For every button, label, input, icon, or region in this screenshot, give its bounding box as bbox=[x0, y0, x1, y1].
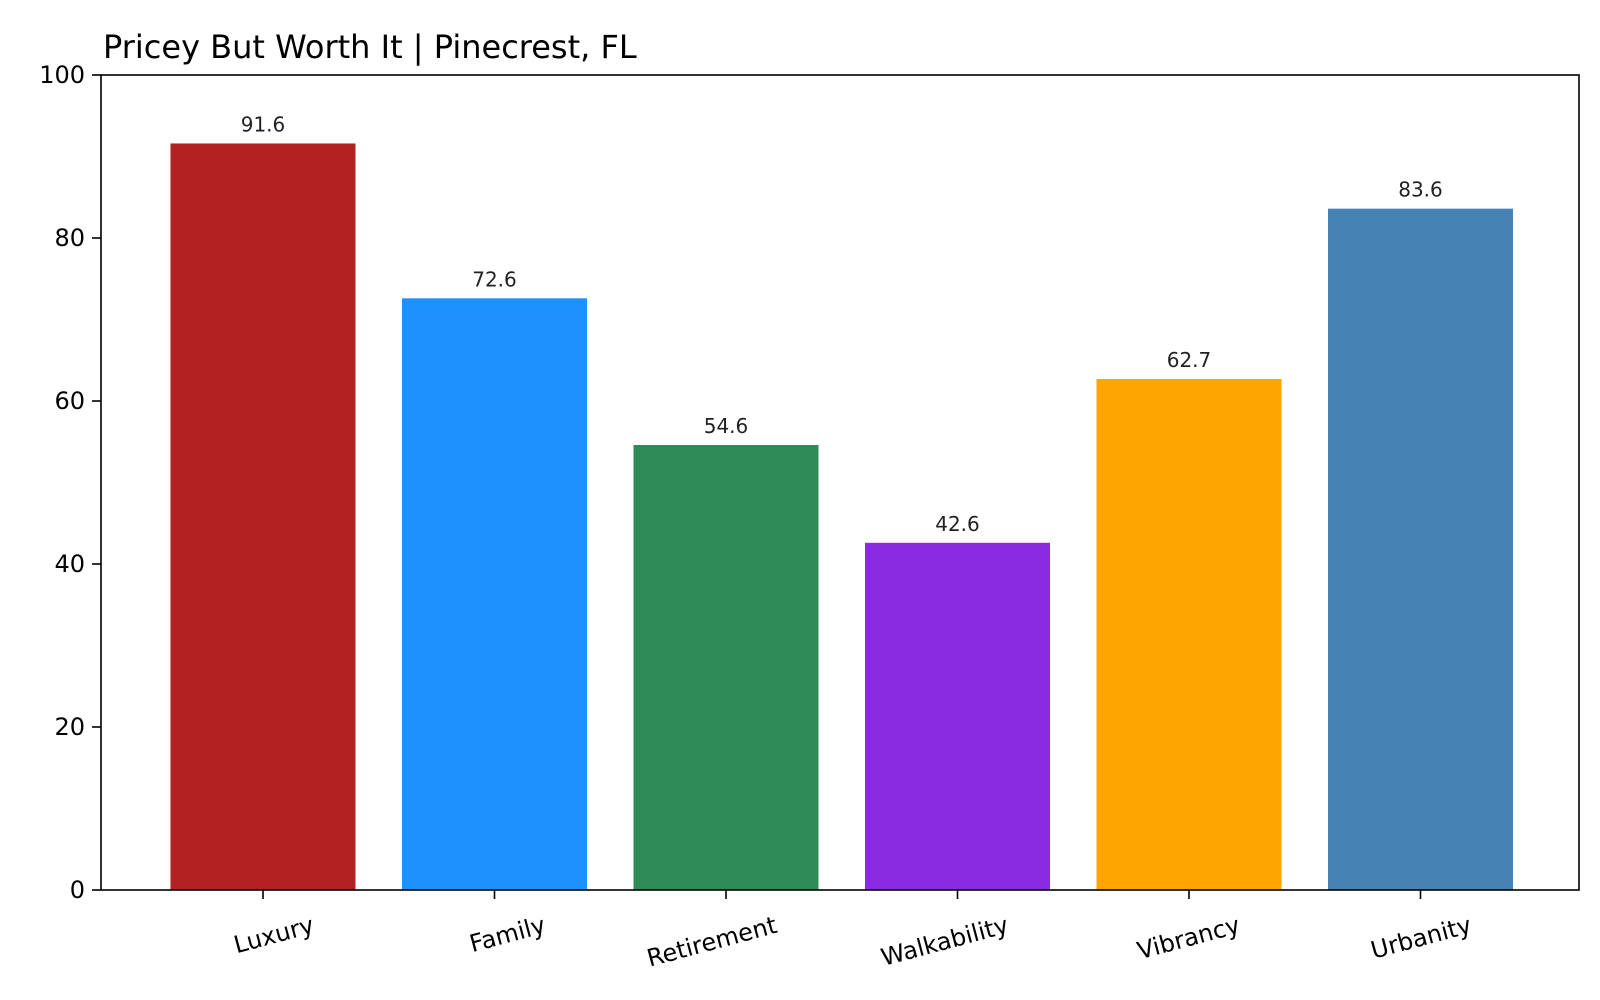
y-tick-label: 40 bbox=[54, 550, 85, 578]
plot-frame bbox=[100, 74, 1580, 891]
bar-retirement bbox=[633, 445, 819, 890]
value-labels-layer: 91.6 72.6 54.6 42.6 62.7 83.6 bbox=[241, 112, 1443, 535]
x-tick-label-vibrancy: Vibrancy bbox=[1134, 911, 1243, 965]
y-tick-label: 100 bbox=[39, 61, 85, 89]
y-tick-label: 80 bbox=[54, 224, 85, 252]
value-label-family: 72.6 bbox=[472, 267, 517, 291]
x-tick-label-family: Family bbox=[467, 911, 549, 958]
y-tick-label: 60 bbox=[54, 387, 85, 415]
y-axis: 0 20 40 60 80 100 bbox=[39, 61, 101, 904]
y-tick-label: 20 bbox=[54, 713, 85, 741]
chart-title: Pricey But Worth It | Pinecrest, FL bbox=[103, 28, 637, 66]
bar-luxury bbox=[170, 143, 356, 890]
value-label-urbanity: 83.6 bbox=[1398, 178, 1443, 202]
bars-layer bbox=[170, 143, 1513, 890]
bar-family bbox=[402, 298, 587, 890]
bar-vibrancy bbox=[1096, 378, 1282, 890]
value-label-luxury: 91.6 bbox=[241, 112, 286, 136]
y-tick-label: 0 bbox=[70, 876, 85, 904]
x-tick-label-urbanity: Urbanity bbox=[1368, 911, 1475, 965]
value-label-retirement: 54.6 bbox=[704, 414, 749, 438]
bar-walkability bbox=[865, 542, 1050, 890]
x-tick-label-walkability: Walkability bbox=[878, 911, 1011, 972]
value-label-vibrancy: 62.7 bbox=[1167, 348, 1212, 372]
x-tick-label-retirement: Retirement bbox=[644, 911, 780, 973]
bar-urbanity bbox=[1328, 208, 1513, 890]
x-axis: Luxury Family Retirement Walkability Vibranc… bbox=[231, 890, 1475, 973]
value-label-walkability: 42.6 bbox=[935, 512, 980, 536]
x-tick-label-luxury: Luxury bbox=[231, 911, 317, 959]
